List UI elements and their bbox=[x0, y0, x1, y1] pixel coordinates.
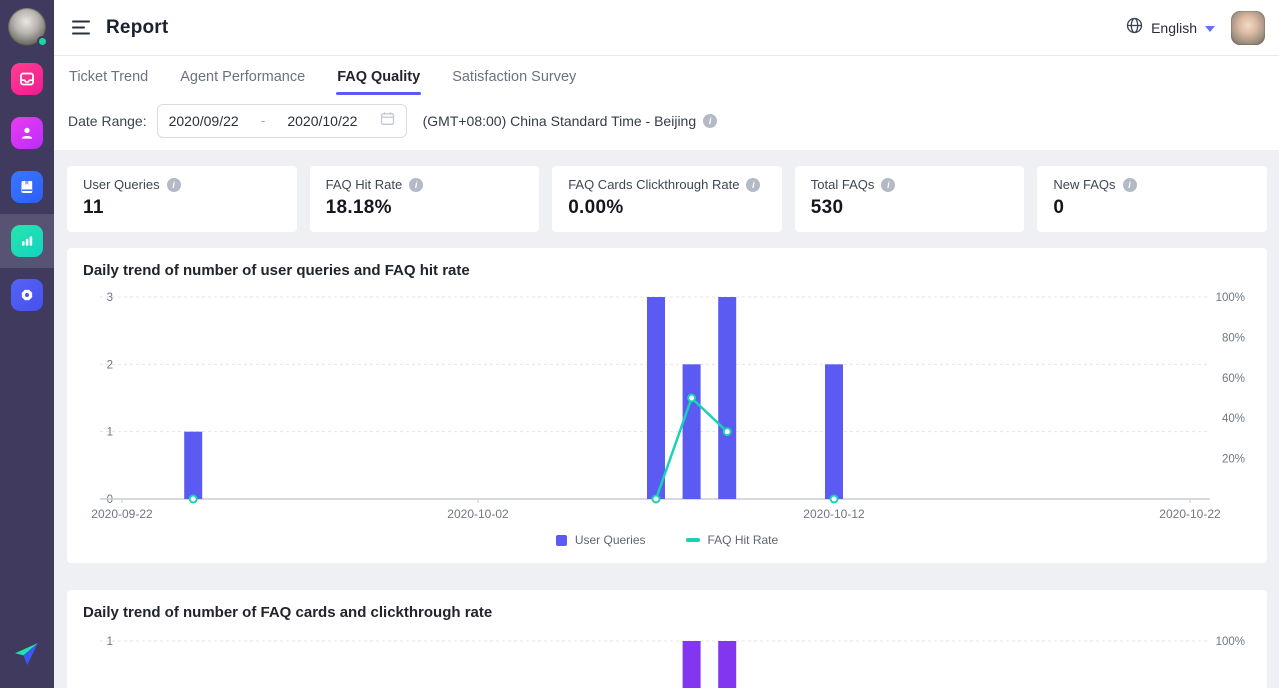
stat-card-new-faqs: New FAQs 0 bbox=[1037, 166, 1267, 232]
stat-card-total-faqs: Total FAQs 530 bbox=[794, 166, 1025, 232]
svg-text:2020-09-22: 2020-09-22 bbox=[91, 507, 153, 521]
sidebar bbox=[0, 0, 54, 688]
date-range-label: Date Range: bbox=[68, 112, 147, 129]
svg-text:100%: 100% bbox=[1216, 636, 1245, 648]
svg-text:2020-10-12: 2020-10-12 bbox=[803, 507, 865, 521]
info-icon[interactable] bbox=[409, 177, 424, 192]
calendar-icon[interactable] bbox=[380, 111, 395, 131]
date-range-input[interactable]: 2020/09/22 - 2020/10/22 bbox=[156, 103, 407, 138]
date-from-value[interactable]: 2020/09/22 bbox=[168, 112, 239, 129]
chat-icon bbox=[11, 63, 43, 95]
stat-label: User Queries bbox=[83, 177, 160, 192]
svg-text:40%: 40% bbox=[1222, 413, 1245, 425]
gear-icon bbox=[11, 279, 43, 311]
timezone-info: (GMT+08:00) China Standard Time - Beijin… bbox=[423, 113, 718, 129]
date-to-value[interactable]: 2020/10/22 bbox=[287, 112, 358, 129]
stat-value: 530 bbox=[810, 197, 844, 218]
svg-text:100%: 100% bbox=[1216, 292, 1245, 304]
svg-text:2020-10-22: 2020-10-22 bbox=[1159, 507, 1221, 521]
contacts-icon bbox=[11, 117, 43, 149]
faq-cards-clickthrough-chart[interactable]: 1 100% bbox=[83, 629, 1251, 688]
chevron-down-icon[interactable] bbox=[1205, 19, 1215, 37]
svg-text:3: 3 bbox=[107, 292, 113, 304]
report-tabs: Ticket Trend Agent Performance FAQ Quali… bbox=[54, 56, 1279, 97]
timezone-info-icon[interactable] bbox=[703, 113, 718, 128]
stat-value: 0.00% bbox=[568, 197, 624, 218]
tab-ticket-trend[interactable]: Ticket Trend bbox=[69, 68, 149, 85]
page-title: Report bbox=[106, 16, 169, 38]
tab-agent-performance[interactable]: Agent Performance bbox=[180, 68, 306, 85]
online-status-dot bbox=[37, 36, 48, 47]
faq-cards-clickthrough-chart-card: Daily trend of number of FAQ cards and c… bbox=[67, 590, 1267, 688]
stat-label: FAQ Cards Clickthrough Rate bbox=[568, 177, 740, 192]
stat-cards: User Queries 11 FAQ Hit Rate 18.18% FAQ … bbox=[67, 166, 1267, 232]
chart-title: Daily trend of number of user queries an… bbox=[83, 262, 470, 279]
tab-faq-quality[interactable]: FAQ Quality bbox=[336, 68, 422, 95]
brand-paper-plane-icon bbox=[13, 641, 41, 672]
main-content: Ticket Trend Agent Performance FAQ Quali… bbox=[54, 56, 1279, 688]
info-icon[interactable] bbox=[1122, 177, 1137, 192]
stat-label: Total FAQs bbox=[810, 177, 875, 192]
sidebar-nav bbox=[0, 52, 54, 322]
queries-hit-rate-chart-card: Daily trend of number of user queries an… bbox=[67, 248, 1267, 563]
timezone-text: (GMT+08:00) China Standard Time - Beijin… bbox=[422, 112, 697, 129]
language-selector[interactable]: English bbox=[1151, 19, 1197, 36]
svg-text:0: 0 bbox=[107, 494, 113, 506]
sidebar-item-conversations[interactable] bbox=[0, 52, 54, 106]
report-body: User Queries 11 FAQ Hit Rate 18.18% FAQ … bbox=[54, 150, 1279, 688]
globe-icon bbox=[1126, 17, 1143, 39]
tab-satisfaction-survey[interactable]: Satisfaction Survey bbox=[452, 68, 577, 85]
legend-item-faq-hit-rate[interactable]: FAQ Hit Rate bbox=[685, 533, 779, 547]
knowledge-book-icon bbox=[11, 171, 43, 203]
queries-hit-rate-chart[interactable]: 0 1 2 3 20% 40% 60% 80% 100% 2020-09-22 2020-10-02… bbox=[83, 287, 1251, 523]
legend-item-user-queries[interactable]: User Queries bbox=[555, 533, 646, 547]
svg-text:1: 1 bbox=[107, 427, 113, 439]
stat-card-faq-hit-rate: FAQ Hit Rate 18.18% bbox=[309, 166, 540, 232]
legend-bar-swatch bbox=[555, 534, 567, 546]
sidebar-item-analytics[interactable] bbox=[0, 214, 54, 268]
info-icon[interactable] bbox=[881, 177, 896, 192]
filter-row: Date Range: 2020/09/22 - 2020/10/22 (GMT… bbox=[54, 97, 1279, 150]
svg-text:2: 2 bbox=[107, 359, 113, 371]
legend-label: FAQ Hit Rate bbox=[707, 533, 779, 547]
stat-card-user-queries: User Queries 11 bbox=[67, 166, 297, 232]
profile-avatar[interactable] bbox=[1231, 10, 1265, 45]
sidebar-item-contacts[interactable] bbox=[0, 106, 54, 160]
chart-title: Daily trend of number of FAQ cards and c… bbox=[83, 604, 493, 621]
stat-value: 0 bbox=[1053, 197, 1065, 218]
svg-text:20%: 20% bbox=[1222, 454, 1245, 466]
user-avatar[interactable] bbox=[8, 8, 48, 47]
sidebar-item-settings[interactable] bbox=[0, 268, 54, 322]
svg-text:2020-10-02: 2020-10-02 bbox=[447, 507, 509, 521]
top-bar-actions: English bbox=[1126, 10, 1279, 45]
menu-toggle-icon[interactable] bbox=[72, 20, 90, 35]
info-icon[interactable] bbox=[746, 177, 761, 192]
svg-text:1: 1 bbox=[107, 636, 113, 648]
date-separator: - bbox=[260, 113, 266, 128]
stat-card-faq-cards-clickthrough-rate: FAQ Cards Clickthrough Rate 0.00% bbox=[552, 166, 782, 232]
sidebar-item-knowledge-base[interactable] bbox=[0, 160, 54, 214]
stat-label: FAQ Hit Rate bbox=[325, 177, 403, 192]
stat-value: 11 bbox=[83, 197, 104, 218]
svg-text:80%: 80% bbox=[1222, 332, 1245, 344]
info-icon[interactable] bbox=[166, 177, 181, 192]
chart-legend: User Queries FAQ Hit Rate bbox=[83, 531, 1251, 549]
stat-label: New FAQs bbox=[1053, 177, 1116, 192]
bar-chart-icon bbox=[11, 225, 43, 257]
svg-text:60%: 60% bbox=[1222, 373, 1245, 385]
stat-value: 18.18% bbox=[325, 197, 392, 218]
legend-label: User Queries bbox=[574, 533, 646, 547]
top-bar: Report English bbox=[54, 0, 1279, 56]
legend-line-swatch bbox=[685, 538, 700, 542]
